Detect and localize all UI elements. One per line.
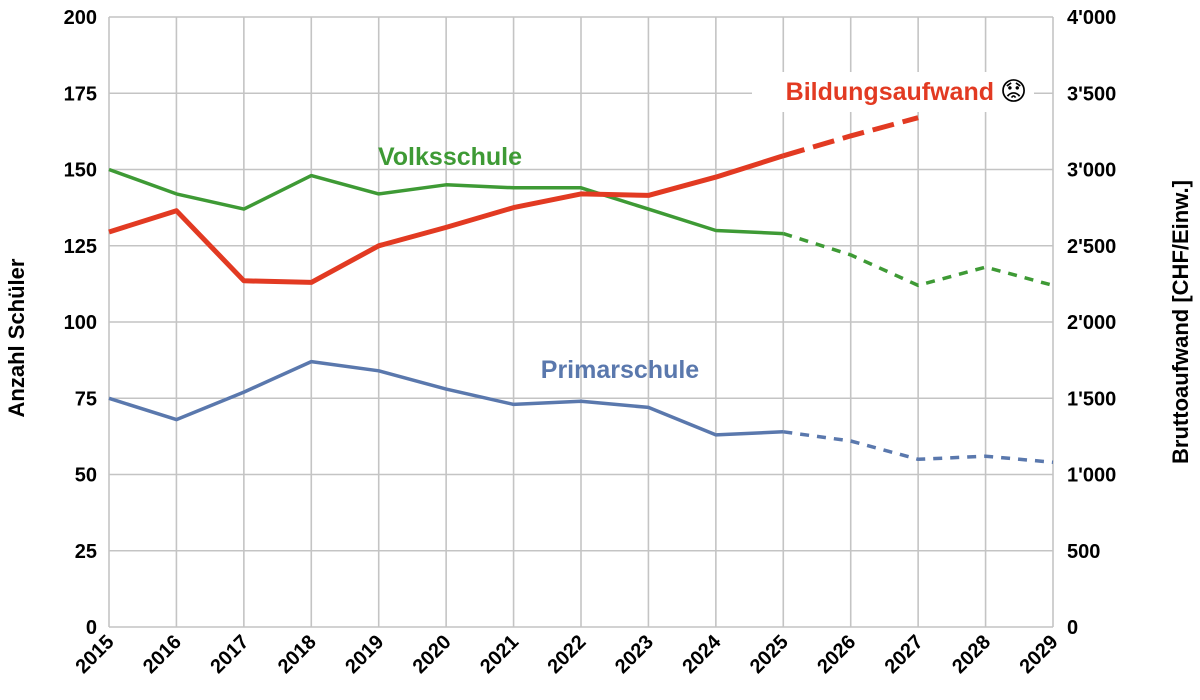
series-lines — [108, 115, 1054, 465]
x-tick-label: 2020 — [409, 631, 456, 678]
left-tick-label: 200 — [64, 7, 97, 29]
left-axis-ticks: 0 25 50 75 100 125 150 175 200 — [64, 7, 97, 639]
right-tick-label: 2'000 — [1067, 312, 1116, 334]
x-tick-label: 2019 — [341, 631, 388, 678]
right-tick-label: 3'000 — [1067, 160, 1116, 182]
left-tick-label: 0 — [86, 617, 97, 639]
right-tick-label: 1'000 — [1067, 465, 1116, 487]
grid — [108, 16, 1054, 628]
left-tick-label: 75 — [75, 388, 97, 410]
worried-face-icon: 😟 — [1000, 76, 1027, 106]
x-tick-label: 2021 — [476, 631, 523, 678]
left-tick-label: 150 — [64, 160, 97, 182]
left-axis-title: Anzahl Schüler — [4, 258, 29, 417]
right-tick-label: 3'500 — [1067, 83, 1116, 105]
right-axis-title: Bruttoaufwand [CHF/Einw.] — [1168, 180, 1193, 464]
x-tick-label: 2023 — [611, 631, 658, 678]
x-tick-label: 2024 — [678, 630, 726, 678]
x-tick-label: 2015 — [72, 631, 119, 678]
series-label-volksschule: Volksschule — [378, 143, 522, 171]
series-label-bildungsaufwand: Bildungsaufwand — [786, 78, 994, 106]
series-line-volksschule-forecast — [782, 231, 1054, 288]
series-line-primarschule-forecast — [783, 430, 1054, 465]
left-tick-label: 50 — [75, 465, 97, 487]
series-label-primarschule: Primarschule — [541, 356, 700, 384]
left-tick-label: 100 — [64, 312, 97, 334]
right-tick-label: 0 — [1067, 617, 1078, 639]
right-tick-label: 1'500 — [1067, 388, 1116, 410]
right-tick-label: 4'000 — [1067, 7, 1116, 29]
x-tick-label: 2017 — [206, 631, 253, 678]
series-line-volksschule — [108, 167, 784, 236]
x-tick-label: 2028 — [948, 631, 995, 678]
x-tick-label: 2029 — [1016, 631, 1063, 678]
series-label-bildungsaufwand-background — [752, 72, 1034, 112]
x-tick-label: 2025 — [746, 631, 793, 678]
series-line-primarschule — [108, 359, 784, 437]
x-tick-label: 2018 — [274, 631, 321, 678]
left-tick-label: 175 — [64, 83, 97, 105]
series-line-bildungsaufwand — [108, 153, 785, 285]
x-tick-label: 2022 — [544, 631, 591, 678]
right-tick-label: 2'500 — [1067, 236, 1116, 258]
right-axis-ticks: 0 500 1'000 1'500 2'000 2'500 3'000 3'500 4'000 — [1067, 7, 1116, 639]
left-tick-label: 125 — [64, 236, 97, 258]
x-axis-ticks: 2015 2016 2017 2018 2019 2020 2021 2022 2023 2024… — [72, 630, 1063, 678]
series-line-bildungsaufwand-forecast — [782, 115, 919, 159]
x-tick-label: 2016 — [139, 631, 186, 678]
left-tick-label: 25 — [75, 541, 97, 563]
x-tick-label: 2027 — [881, 631, 928, 678]
x-tick-label: 2026 — [813, 631, 860, 678]
right-tick-label: 500 — [1067, 541, 1100, 563]
